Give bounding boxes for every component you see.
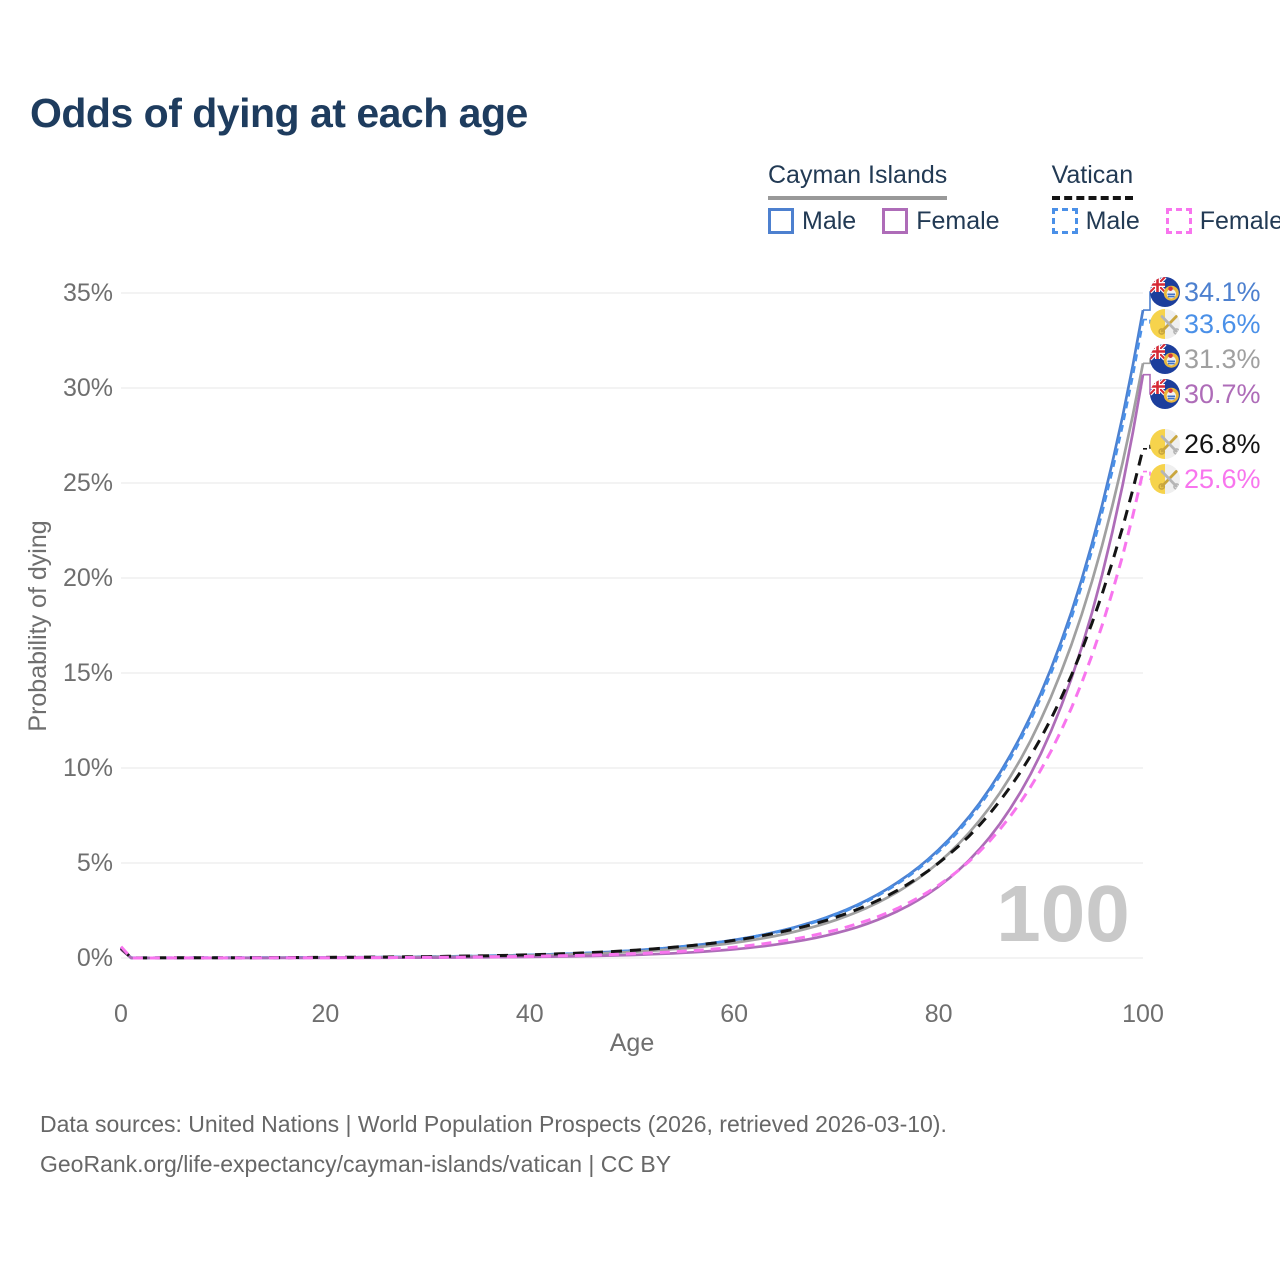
footer-attribution: GeoRank.org/life-expectancy/cayman-islan… xyxy=(40,1151,672,1177)
label-connector-vatican-male xyxy=(1143,318,1154,325)
series-line-vatican-all xyxy=(119,448,1145,960)
legend-label-vatican-female: Female xyxy=(1199,206,1280,235)
end-value-label-cayman-islands-female: 30.7% xyxy=(1184,379,1261,409)
legend: Cayman Islands Male Female Vatican Male xyxy=(768,161,1280,236)
legend-group-vatican: Vatican Male Female xyxy=(1051,161,1280,236)
legend-group-title-cayman-islands[interactable]: Cayman Islands xyxy=(768,161,948,200)
legend-item-vatican-female[interactable]: Female xyxy=(1165,206,1280,236)
series-line-cayman-islands-female xyxy=(120,374,1145,960)
x-tick-label: 0 xyxy=(114,1000,128,1028)
end-value-label-cayman-islands-all: 31.3% xyxy=(1184,344,1261,374)
cayman-islands-flag-icon xyxy=(1150,379,1180,409)
vatican-flag-icon xyxy=(1150,464,1180,494)
y-axis-title: Probability of dying xyxy=(24,520,52,731)
cayman-male-swatch-icon xyxy=(768,208,794,234)
series-line-cayman-islands-all xyxy=(120,363,1145,960)
end-labels: 34.1%33.6% 31.3% 30.7% 26.8% 25.6% xyxy=(1143,277,1261,494)
vatican-flag-icon xyxy=(1150,429,1180,459)
vatican-female-swatch-icon xyxy=(1165,208,1192,234)
footer-data-sources: Data sources: United Nations | World Pop… xyxy=(40,1111,947,1137)
end-value-label-vatican-all: 26.8% xyxy=(1184,429,1261,459)
y-tick-label: 15% xyxy=(63,659,113,687)
series-line-vatican-female xyxy=(119,471,1145,960)
y-tick-label: 20% xyxy=(63,564,113,592)
age-counter-watermark: 100 xyxy=(996,869,1129,958)
gridlines xyxy=(121,292,1143,959)
series-line-cayman-islands-male xyxy=(120,309,1145,960)
vatican-flag-icon xyxy=(1150,309,1180,339)
line-path xyxy=(120,363,1145,960)
page-title: Odds of dying at each age xyxy=(30,90,528,136)
legend-item-vatican-male[interactable]: Male xyxy=(1051,206,1140,236)
cayman-islands-flag-icon xyxy=(1150,277,1180,307)
y-tick-label: 10% xyxy=(63,754,113,782)
end-value-label-vatican-female: 25.6% xyxy=(1184,464,1261,494)
line-path xyxy=(120,374,1145,960)
x-tick-label: 20 xyxy=(311,1000,339,1028)
label-connector-vatican-all xyxy=(1143,443,1154,450)
legend-item-cayman-female[interactable]: Female xyxy=(882,206,1000,236)
line-path xyxy=(120,309,1145,960)
series-line-vatican-male xyxy=(119,319,1145,960)
y-tick-label: 5% xyxy=(77,849,113,877)
legend-group-cayman-islands: Cayman Islands Male Female xyxy=(768,161,1000,236)
cayman-female-swatch-icon xyxy=(882,208,909,234)
end-value-label-vatican-male: 33.6% xyxy=(1184,309,1261,339)
axes: 0% 5% 10% 15% 20% 25% 30% 35% 0 20 40 60 80 100 Age Pro… xyxy=(24,279,1164,1057)
x-tick-label: 100 xyxy=(1122,1000,1164,1028)
line-path xyxy=(119,319,1145,960)
x-tick-label: 60 xyxy=(720,1000,748,1028)
legend-label-vatican-male: Male xyxy=(1085,206,1140,235)
legend-label-cayman-male: Male xyxy=(802,206,857,235)
y-tick-label: 35% xyxy=(63,279,113,307)
legend-label-cayman-female: Female xyxy=(916,206,1000,235)
footer: Data sources: United Nations | World Pop… xyxy=(40,1104,947,1184)
legend-group-title-vatican[interactable]: Vatican xyxy=(1051,161,1134,200)
line-path xyxy=(119,471,1145,960)
y-tick-label: 0% xyxy=(77,944,113,972)
x-tick-label: 40 xyxy=(516,1000,544,1028)
legend-items-vatican: Male Female xyxy=(1051,206,1280,236)
end-value-label-cayman-islands-male: 34.1% xyxy=(1184,277,1261,307)
cayman-islands-flag-icon xyxy=(1150,344,1180,374)
legend-items-cayman: Male Female xyxy=(768,207,1000,236)
x-tick-label: 80 xyxy=(925,1000,953,1028)
y-tick-label: 30% xyxy=(63,374,113,402)
line-path xyxy=(119,448,1145,960)
vatican-male-swatch-icon xyxy=(1051,208,1078,234)
y-tick-label: 25% xyxy=(63,469,113,497)
x-axis-title: Age xyxy=(610,1029,654,1057)
legend-item-cayman-male[interactable]: Male xyxy=(768,207,856,236)
